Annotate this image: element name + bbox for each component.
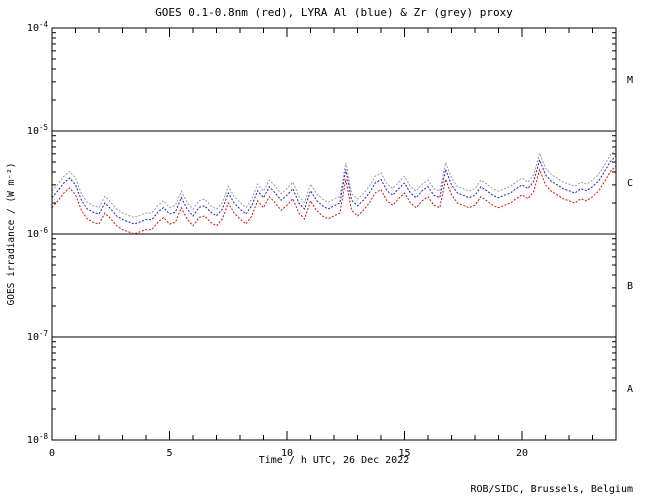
x-tick-label: 5 <box>166 448 172 459</box>
flare-class-label-b: B <box>627 281 633 292</box>
y-axis-label: GOES irradiance / (W m⁻²) <box>6 163 17 306</box>
x-tick-label: 0 <box>49 448 55 459</box>
y-tick-label: 10-6 <box>27 226 49 240</box>
series-goes-red <box>51 165 617 235</box>
x-axis-label: Time / h UTC, 26 Dec 2022 <box>259 455 410 466</box>
y-tick-label: 10-7 <box>27 329 48 343</box>
y-tick-label: 10-5 <box>27 123 48 137</box>
chart-title: GOES 0.1-0.8nm (red), LYRA Al (blue) & Z… <box>155 6 513 19</box>
flare-class-label-m: M <box>627 75 633 86</box>
flare-class-label-a: A <box>627 384 633 395</box>
y-tick-label: 10-4 <box>27 20 49 34</box>
x-tick-label: 20 <box>516 448 528 459</box>
credit-text: ROB/SIDC, Brussels, Belgium <box>470 484 633 495</box>
y-tick-label: 10-8 <box>27 432 49 446</box>
series-lyra-al-blue <box>51 155 617 225</box>
flare-class-label-c: C <box>627 178 633 189</box>
x-tick-label: 15 <box>398 448 410 459</box>
plot-border <box>51 27 617 441</box>
x-tick-label: 10 <box>281 448 293 459</box>
series-lyra-zr-grey <box>51 148 617 218</box>
